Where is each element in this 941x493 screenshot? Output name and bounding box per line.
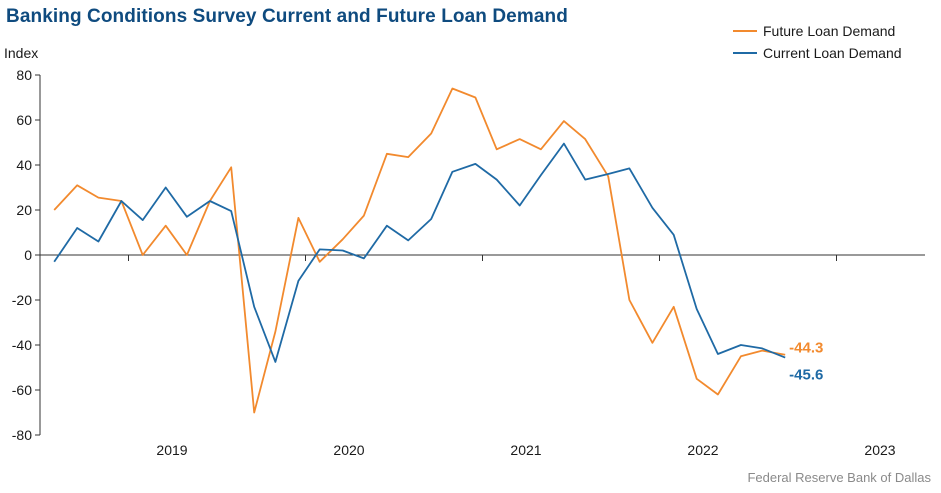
legend: Future Loan Demand Current Loan Demand [733,20,902,64]
source-note: Federal Reserve Bank of Dallas [747,470,931,485]
series-layer [53,87,786,414]
legend-swatch-current [733,52,757,54]
end-label-current: -45.6 [789,367,823,384]
series-line-future [53,87,786,414]
y-tick-label: -40 [12,337,32,353]
y-tick-label: -80 [12,427,32,443]
x-tick-label: 2020 [333,442,364,458]
x-tick-label: 2019 [156,442,187,458]
legend-label-current: Current Loan Demand [763,45,902,61]
chart-title: Banking Conditions Survey Current and Fu… [6,6,568,27]
labels-layer: -44.3 -45.6 [789,340,823,384]
x-tick-label: 2023 [864,442,895,458]
x-tick-label: 2021 [510,442,541,458]
legend-item-future: Future Loan Demand [733,20,902,42]
end-label-future: -44.3 [789,340,823,357]
y-axis-label: Index [4,45,39,61]
legend-swatch-future [733,30,757,32]
y-tick-label: 40 [16,157,32,173]
legend-label-future: Future Loan Demand [763,23,896,39]
y-tick-label: -60 [12,382,32,398]
x-tick-label: 2022 [687,442,718,458]
y-tick-label: 0 [24,247,32,263]
axes: 80 60 40 20 0 -20 -40 -60 -80 2019 2020 2021 2022 202… [12,67,925,458]
y-tick-label: 60 [16,112,32,128]
y-tick-label: 20 [16,202,32,218]
series-line-current [53,142,786,363]
y-tick-label: 80 [16,67,32,83]
legend-item-current: Current Loan Demand [733,42,902,64]
y-tick-label: -20 [12,292,32,308]
